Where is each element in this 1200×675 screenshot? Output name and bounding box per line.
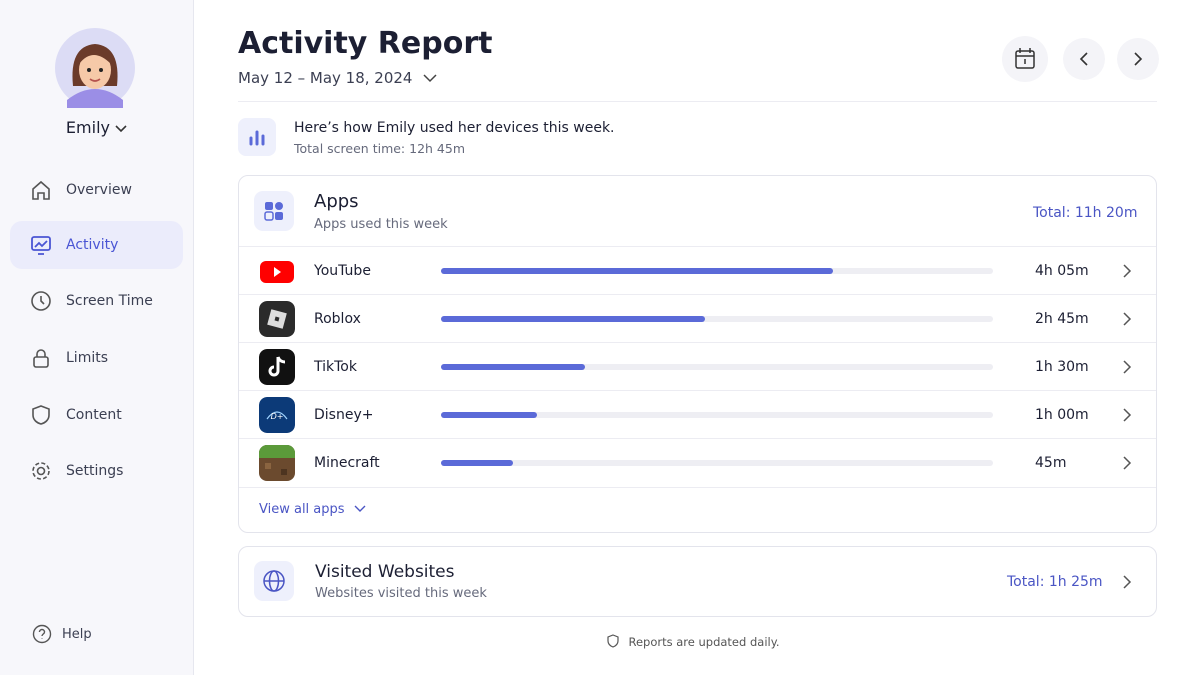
- footer: Reports are updated daily.: [0, 634, 1200, 649]
- nav-label: Overview: [66, 182, 132, 198]
- summary-icon: [238, 118, 276, 156]
- summary-total: Total screen time: 12h 45m: [294, 141, 466, 156]
- app-row[interactable]: TikTok 1h 30m: [239, 342, 1156, 391]
- app-icon: [259, 253, 295, 289]
- usage-bar: [441, 412, 537, 418]
- usage-track: [441, 364, 993, 370]
- chevron: [1123, 408, 1132, 422]
- chevron: [1123, 264, 1132, 278]
- app-time: 45m: [1035, 455, 1067, 471]
- websites-title: Visited Websites: [315, 562, 455, 582]
- websites-total: Total: 1h 25m: [1007, 574, 1103, 590]
- nav-label: Limits: [66, 350, 108, 366]
- app-name: Minecraft: [314, 455, 380, 471]
- usage-track: [441, 316, 993, 322]
- summary-text: Here’s how Emily used her devices this w…: [294, 120, 615, 136]
- nav-label: Activity: [66, 237, 119, 253]
- date-picker[interactable]: May 12 – May 18, 2024: [238, 69, 437, 87]
- profile-switcher[interactable]: Emily: [0, 118, 193, 137]
- app-row[interactable]: Minecraft 45m: [239, 438, 1156, 487]
- view-all-apps[interactable]: View all apps: [259, 502, 366, 517]
- chevron: [1123, 456, 1132, 470]
- chevron: [1123, 312, 1132, 326]
- help-link[interactable]: Help: [32, 624, 92, 644]
- app-name: Roblox: [314, 311, 361, 327]
- profile-name: Emily: [65, 118, 110, 137]
- header-actions: [1002, 36, 1159, 82]
- usage-bar: [441, 268, 833, 274]
- apps-subtitle: Apps used this week: [314, 217, 448, 232]
- usage-track: [441, 268, 993, 274]
- nav-item[interactable]: Settings: [10, 447, 183, 495]
- next-button[interactable]: [1117, 38, 1159, 80]
- nav-item[interactable]: Content: [10, 391, 183, 439]
- app-name: Disney+: [314, 407, 374, 423]
- app-time: 2h 45m: [1035, 311, 1089, 327]
- usage-track: [441, 412, 993, 418]
- app-icon: [259, 445, 295, 481]
- usage-track: [441, 460, 993, 466]
- date-range: May 12 – May 18, 2024: [238, 69, 413, 87]
- usage-bar: [441, 460, 513, 466]
- app-name: YouTube: [314, 263, 371, 279]
- page-title: Activity Report: [238, 26, 493, 61]
- app-icon: D+: [259, 397, 295, 433]
- nav-item[interactable]: Overview: [10, 166, 183, 214]
- avatar: [55, 28, 135, 108]
- usage-bar: [441, 364, 585, 370]
- app-row[interactable]: D+ Disney+ 1h 00m: [239, 390, 1156, 439]
- svg-text:D+: D+: [271, 412, 284, 421]
- apps-title: Apps: [314, 191, 359, 212]
- app-time: 1h 30m: [1035, 359, 1089, 375]
- websites-card[interactable]: [238, 546, 1157, 617]
- app-row[interactable]: Roblox 2h 45m: [239, 294, 1156, 343]
- nav-item[interactable]: Limits: [10, 334, 183, 382]
- nav-label: Screen Time: [66, 293, 153, 309]
- websites-icon: [254, 561, 294, 601]
- divider: [239, 487, 1156, 488]
- nav-item[interactable]: Activity: [10, 221, 183, 269]
- divider: [238, 101, 1157, 102]
- app-icon: [259, 349, 295, 385]
- footer-text: Reports are updated daily.: [628, 635, 780, 649]
- apps-icon: [254, 191, 294, 231]
- chevron: [1123, 360, 1132, 374]
- prev-button[interactable]: [1063, 38, 1105, 80]
- nav-label: Settings: [66, 463, 124, 479]
- app-time: 1h 00m: [1035, 407, 1089, 423]
- view-all-label: View all apps: [259, 502, 345, 517]
- apps-card: [238, 175, 1157, 533]
- app-row[interactable]: YouTube 4h 05m: [239, 246, 1156, 295]
- chevron: [1123, 575, 1132, 589]
- help-label: Help: [62, 626, 92, 642]
- websites-subtitle: Websites visited this week: [315, 586, 487, 601]
- nav-item[interactable]: Screen Time: [10, 277, 183, 325]
- app-icon: [259, 301, 295, 337]
- app-name: TikTok: [314, 359, 357, 375]
- app-time: 4h 05m: [1035, 263, 1089, 279]
- nav-label: Content: [66, 407, 122, 423]
- usage-bar: [441, 316, 705, 322]
- calendar-button[interactable]: [1002, 36, 1048, 82]
- sidebar: Emily Overview Activity Screen Time Limi…: [0, 0, 194, 675]
- apps-total: Total: 11h 20m: [1033, 205, 1138, 221]
